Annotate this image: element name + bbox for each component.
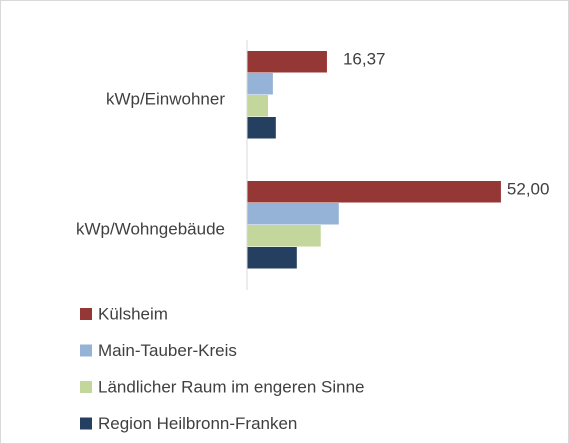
legend-swatch xyxy=(80,344,92,357)
legend-label: Ländlicher Raum im engeren Sinne xyxy=(98,377,365,396)
bar xyxy=(247,51,327,73)
bar xyxy=(247,73,273,95)
bar xyxy=(247,203,339,225)
y-tick-label: kWp/Einwohner xyxy=(106,89,225,108)
bar xyxy=(247,117,276,139)
bar xyxy=(247,95,268,117)
legend-swatch xyxy=(80,417,92,430)
legend-swatch xyxy=(80,308,92,320)
legend-label: Külsheim xyxy=(98,304,168,323)
legend-swatch xyxy=(80,381,92,393)
legend-label: Region Heilbronn-Franken xyxy=(98,414,297,433)
legend-label: Main-Tauber-Kreis xyxy=(98,341,237,360)
bar xyxy=(247,247,297,269)
value-label: 16,37 xyxy=(343,49,386,68)
bar xyxy=(247,181,501,203)
value-label: 52,00 xyxy=(507,179,550,198)
bar xyxy=(247,225,321,247)
y-tick-label: kWp/Wohngebäude xyxy=(76,219,225,238)
